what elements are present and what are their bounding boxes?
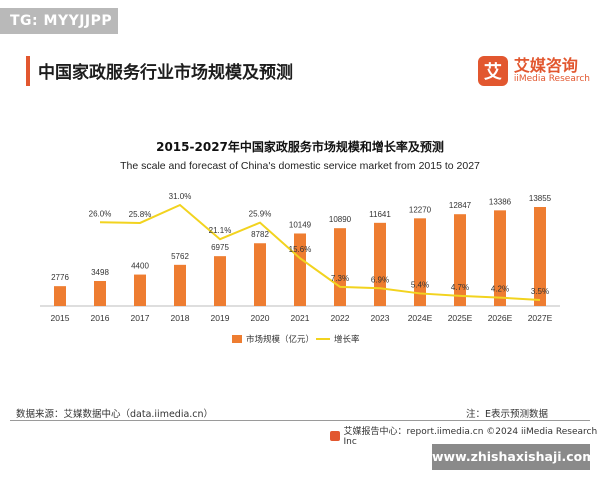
forecast-note: 注：E表示预测数据	[465, 409, 548, 420]
brand-name-en: iiMedia Research	[513, 73, 590, 84]
x-tick-label: 2023	[371, 313, 390, 323]
x-tick-label: 2025E	[448, 313, 473, 323]
bar-2020	[254, 243, 266, 306]
growth-rate-label: 26.0%	[89, 209, 112, 218]
bar-value-label: 10149	[289, 220, 312, 229]
growth-rate-label: 21.1%	[209, 226, 232, 235]
bar-2015	[54, 286, 66, 306]
bar-value-label: 4400	[131, 262, 149, 271]
page-title: 中国家政服务行业市场规模及预测	[38, 63, 293, 83]
bar-2023	[374, 222, 386, 306]
brand-mark-icon: 艾	[477, 56, 508, 86]
x-tick-label: 2019	[211, 313, 230, 323]
bar-2018	[174, 264, 186, 306]
bar-value-label: 8782	[251, 230, 269, 239]
bar-value-label: 5762	[171, 252, 189, 261]
growth-rate-label: 25.8%	[129, 210, 152, 219]
growth-rate-label: 31.0%	[169, 192, 192, 201]
x-tick-label: 2027E	[528, 313, 553, 323]
chart-subtitle: The scale and forecast of China's domest…	[120, 160, 480, 172]
x-tick-label: 2026E	[488, 313, 513, 323]
bar-value-label: 12847	[449, 201, 472, 210]
copyright-text: 艾媒报告中心：report.iimedia.cn ©2024 iiMedia R…	[343, 427, 598, 447]
x-tick-label: 2022	[331, 313, 350, 323]
footer-divider	[10, 420, 590, 421]
bar-2026E	[494, 210, 506, 306]
growth-rate-label: 3.5%	[531, 287, 549, 296]
bar-value-label: 12270	[409, 205, 432, 214]
bar-2022	[334, 228, 346, 306]
bar-2024E	[414, 218, 426, 306]
chart-title: 2015-2027年中国家政服务市场规模和增长率及预测	[156, 140, 444, 154]
growth-rate-label: 15.6%	[289, 245, 312, 254]
legend-line-label: 增长率	[334, 334, 360, 345]
x-tick-label: 2018	[171, 313, 190, 323]
x-tick-label: 2024E	[408, 313, 433, 323]
report-center-icon	[330, 430, 340, 441]
bar-value-label: 11641	[369, 210, 391, 219]
x-tick-label: 2016	[91, 313, 110, 323]
bar-value-label: 10890	[329, 215, 352, 224]
x-tick-label: 2020	[251, 313, 270, 323]
x-tick-label: 2021	[291, 313, 310, 323]
growth-rate-line	[99, 203, 541, 301]
x-tick-label: 2017	[131, 313, 150, 323]
title-accent-bar	[26, 56, 30, 86]
bar-2016	[94, 281, 106, 306]
bar-value-label: 13386	[489, 197, 512, 206]
legend-bar-swatch	[232, 335, 242, 343]
bar-value-label: 2776	[51, 273, 69, 282]
bar-value-label: 6975	[211, 243, 229, 252]
bar-2019	[214, 256, 226, 306]
legend-bar-label: 市场规模（亿元）	[246, 334, 314, 345]
brand-name-cn: 艾媒咨询	[513, 56, 578, 76]
bar-2025E	[454, 214, 466, 306]
bar-2027E	[534, 207, 546, 306]
brand-logo: 艾 艾媒咨询 iiMedia Research	[477, 54, 590, 88]
bar-value-label: 3498	[91, 268, 109, 277]
growth-rate-label: 6.9%	[371, 275, 389, 284]
bar-value-label: 13855	[529, 194, 552, 203]
watermark-badge: www.zhishaxishaji.com	[432, 444, 595, 470]
bar-2017	[134, 274, 146, 306]
growth-rate-label: 4.2%	[491, 285, 509, 294]
bar-2021	[294, 233, 306, 306]
growth-rate-label: 5.4%	[411, 280, 429, 289]
copyright: 艾媒报告中心：report.iimedia.cn ©2024 iiMedia R…	[330, 424, 600, 447]
growth-rate-label: 7.3%	[331, 274, 349, 283]
growth-rate-label: 25.9%	[249, 210, 272, 219]
data-source: 数据来源：艾媒数据中心（data.iimedia.cn）	[16, 409, 214, 420]
tg-badge: TG: MYYJJPP	[0, 8, 118, 34]
x-tick-label: 2015	[51, 313, 70, 323]
growth-rate-label: 4.7%	[451, 283, 469, 292]
